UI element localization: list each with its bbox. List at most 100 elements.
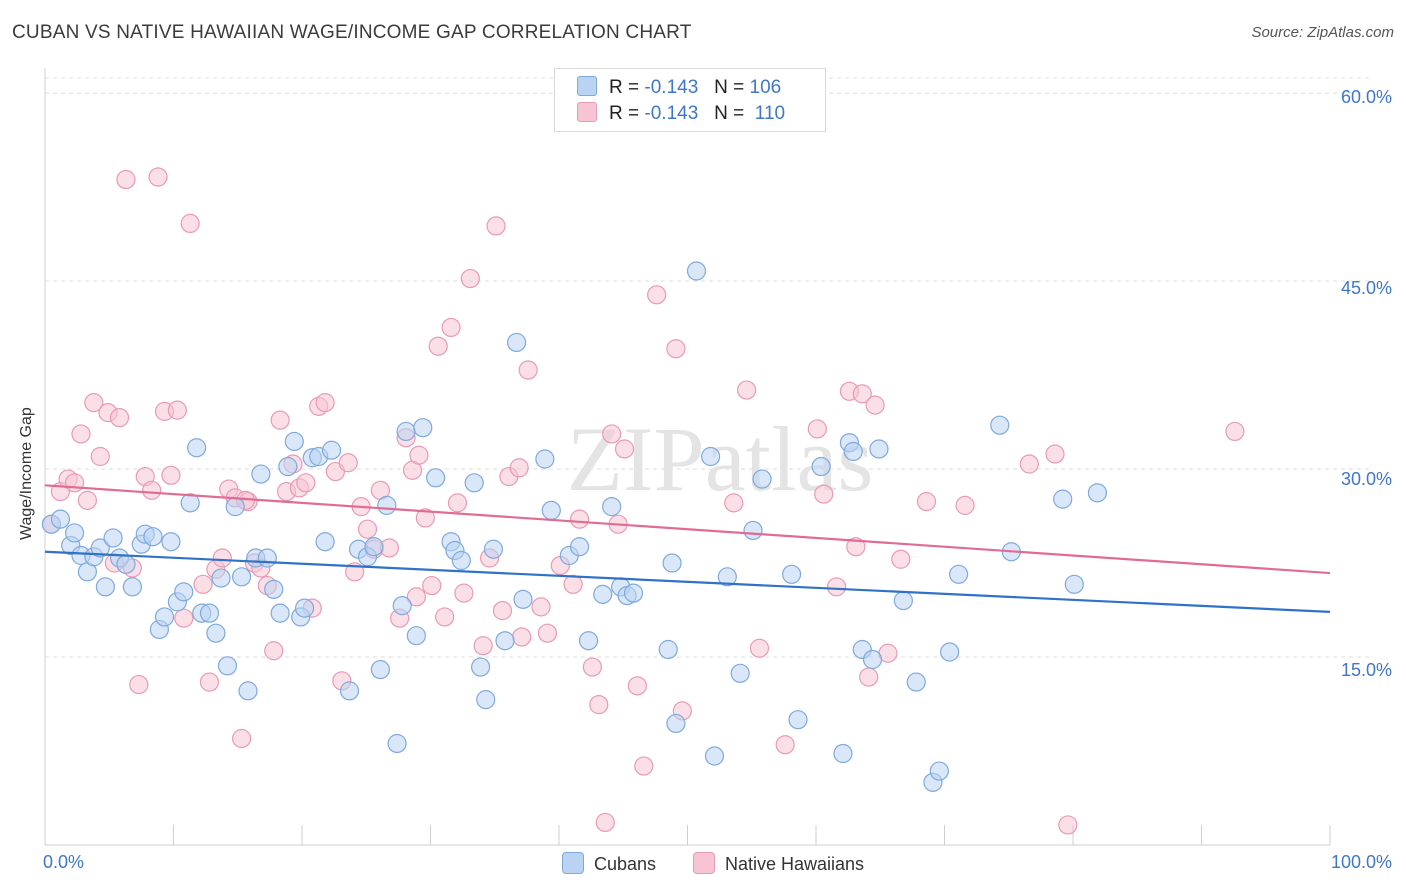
cubans-point [217, 656, 238, 676]
native-hawaiians-point [174, 608, 194, 628]
cubans-point [406, 626, 426, 646]
cubans-point [143, 527, 163, 547]
native-hawaiians-point [814, 484, 834, 504]
cubans-point [232, 567, 252, 587]
native-hawaiians-point [647, 285, 667, 305]
cubans-point [270, 603, 290, 623]
x-tick-100: 100.0% [1330, 852, 1392, 872]
cubans-point [264, 579, 284, 599]
cubans-point [225, 497, 245, 517]
cubans-point [278, 456, 298, 477]
native-hawaiians-point [512, 627, 532, 647]
cubans-point [1087, 483, 1108, 503]
cubans-swatch [577, 76, 597, 96]
cubans-point [377, 495, 397, 515]
cubans-point [95, 577, 115, 597]
bottom-legend-hawaiians[interactable]: Native Hawaiians [693, 852, 864, 875]
cubans-point [788, 710, 808, 730]
cubans-point [940, 642, 960, 662]
axes [44, 68, 1331, 846]
cubans-point [116, 554, 136, 574]
native-hawaiians-point [1019, 454, 1039, 474]
native-hawaiians-point [846, 537, 866, 557]
native-hawaiians-point [460, 268, 480, 289]
cubans-point [906, 672, 926, 692]
native-hawaiians-point [315, 393, 335, 413]
native-hawaiians-point [90, 446, 110, 467]
native-hawaiians-point [142, 480, 162, 500]
cubans-point [869, 439, 889, 459]
r-label: R = [609, 77, 640, 98]
cubans-point [781, 564, 802, 584]
native-hawaiians-point [406, 587, 426, 607]
cubans-point [743, 520, 763, 541]
native-hawaiians-point [891, 549, 911, 569]
cubans-points [41, 261, 1108, 792]
native-hawaiians-point [531, 597, 551, 617]
native-hawaiians-point [84, 393, 104, 413]
cubans-point [569, 537, 590, 557]
cubans-point [1064, 574, 1084, 594]
cubans-point [701, 446, 721, 467]
cubans-point [154, 607, 175, 627]
native-hawaiians-point [509, 458, 529, 478]
cubans-point [370, 659, 390, 680]
legend-row-cubans: R = -0.143 N = 106 [577, 76, 781, 100]
native-hawaiians-point [422, 575, 442, 596]
r-value-hawaiians: -0.143 [644, 103, 699, 124]
cubans-point [593, 584, 613, 604]
cubans-point [50, 509, 71, 529]
cubans-point [811, 456, 831, 477]
native-hawaiians-point [357, 519, 378, 539]
y-tick-60: 60.0% [1340, 87, 1392, 107]
hawaiians-legend-swatch [693, 852, 715, 874]
native-hawaiians-point [634, 756, 654, 776]
cubans-point [426, 468, 446, 488]
cubans-point [392, 596, 412, 616]
cubans-point [578, 631, 599, 651]
cubans-point [658, 639, 678, 660]
cubans-trend-line [44, 550, 1331, 613]
native-hawaiians-point [627, 676, 647, 696]
native-hawaiians-point [296, 473, 316, 493]
native-hawaiians-point [71, 424, 91, 444]
cubans-point [451, 550, 471, 571]
native-hawaiians-point [595, 812, 615, 833]
cubans-point [211, 568, 231, 588]
native-hawaiians-point [441, 317, 461, 338]
native-hawaiians-point [589, 695, 609, 715]
cubans-point [122, 577, 142, 597]
native-hawaiians-point [737, 380, 757, 400]
native-hawaiians-point [486, 216, 506, 236]
native-hawaiians-point [148, 167, 168, 187]
native-hawaiians-point [435, 607, 455, 627]
native-hawaiians-point [865, 395, 885, 415]
cubans-point [541, 500, 561, 520]
native-hawaiians-point [492, 601, 513, 621]
n-value-cubans: 106 [749, 77, 782, 98]
cubans-point [717, 567, 737, 587]
cubans-point [833, 743, 853, 764]
cubans-point [90, 538, 110, 558]
cubans-point [257, 548, 277, 568]
native-hawaiians-point [1045, 444, 1065, 464]
native-hawaiians-point [775, 735, 795, 755]
native-hawaiians-point [955, 495, 975, 515]
native-hawaiians-point [109, 408, 130, 428]
bottom-legend-cubans[interactable]: Cubans [562, 852, 656, 875]
hawaiians-legend-label: Native Hawaiians [725, 854, 865, 874]
cubans-point [161, 532, 181, 552]
legend-row-hawaiians: R = -0.143 N = 110 [577, 102, 785, 126]
native-hawaiians-point [264, 641, 284, 661]
native-hawaiians-point [428, 336, 448, 356]
cubans-point [686, 261, 707, 281]
cubans-point [662, 553, 682, 573]
native-hawaiians-trend-line [44, 484, 1331, 575]
cubans-point [396, 421, 416, 442]
y-tick-15: 15.0% [1340, 660, 1392, 680]
native-hawaiians-point [232, 728, 252, 749]
native-hawaiians-point [212, 548, 232, 568]
cubans-point [64, 523, 85, 543]
native-hawaiians-point [807, 419, 827, 439]
